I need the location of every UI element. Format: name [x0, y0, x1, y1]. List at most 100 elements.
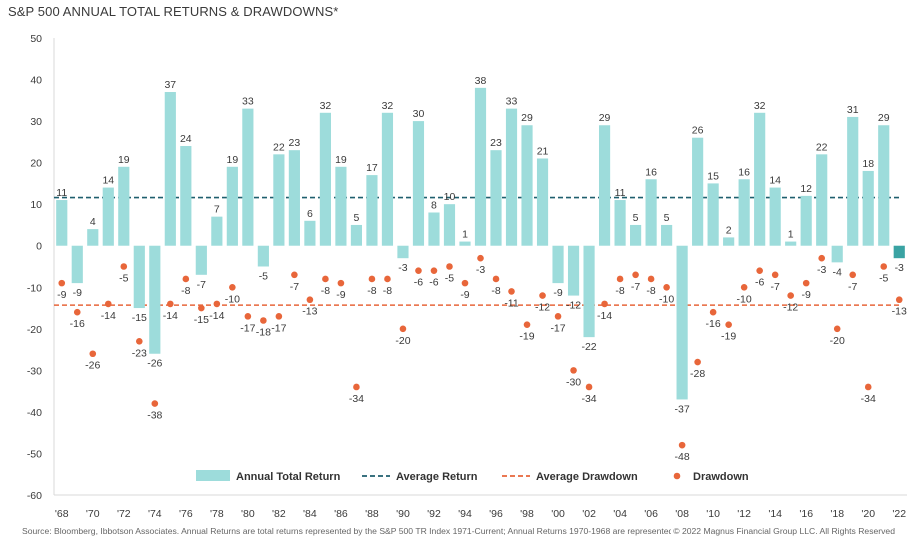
- return-bar: [769, 187, 781, 246]
- return-bar: [536, 158, 549, 246]
- drawdown-point: [384, 275, 391, 283]
- return-bar: [428, 212, 440, 246]
- drawdown-point: [895, 296, 903, 304]
- drawdown-label: -14: [163, 310, 178, 322]
- return-label: 19: [227, 154, 239, 166]
- drawdown-label: -8: [615, 285, 624, 297]
- return-bar: [87, 229, 99, 246]
- drawdown-point: [260, 317, 267, 324]
- legend-label-return: Annual Total Return: [236, 471, 341, 483]
- return-bar: [645, 179, 657, 246]
- return-label: 22: [816, 141, 828, 153]
- y-tick-label: -50: [27, 448, 42, 460]
- return-label: 31: [847, 104, 859, 116]
- drawdown-point: [833, 325, 841, 333]
- return-label: 12: [800, 183, 812, 195]
- drawdown-label: -23: [132, 347, 147, 359]
- drawdown-label: -9: [336, 289, 345, 301]
- drawdown-point: [663, 283, 670, 291]
- return-label: 38: [475, 75, 487, 87]
- drawdown-label: -7: [290, 281, 299, 293]
- return-label: -7: [197, 279, 206, 291]
- drawdown-point: [694, 358, 701, 366]
- x-tick-label: '70: [86, 508, 100, 520]
- return-label: 4: [90, 216, 96, 228]
- x-tick-label: '82: [272, 508, 286, 520]
- return-bar: [800, 195, 812, 246]
- return-bar: [707, 183, 719, 246]
- drawdown-label: -9: [57, 289, 66, 301]
- return-label: 10: [444, 191, 456, 203]
- return-label: -5: [259, 271, 268, 283]
- drawdown-point: [368, 275, 376, 283]
- y-tick-label: 0: [36, 241, 42, 253]
- return-label: 17: [366, 162, 378, 174]
- return-label: 37: [164, 79, 176, 91]
- drawdown-point: [523, 321, 531, 328]
- return-label: -9: [553, 287, 562, 299]
- drawdown-point: [136, 337, 143, 345]
- drawdown-point: [322, 275, 329, 283]
- drawdown-point: [461, 279, 469, 287]
- drawdown-point: [337, 279, 345, 287]
- x-tick-label: '90: [396, 508, 410, 520]
- drawdown-label: -5: [445, 273, 454, 285]
- drawdown-point: [585, 383, 593, 391]
- drawdown-point: [399, 325, 407, 333]
- return-label: 19: [335, 154, 347, 166]
- x-tick-label: '74: [148, 508, 162, 520]
- return-bar: [118, 166, 130, 246]
- return-bar: [614, 200, 626, 246]
- source-note: Source: Bloomberg, Ibbotson Associates. …: [22, 526, 700, 536]
- drawdown-point: [104, 300, 112, 308]
- drawdown-point: [446, 263, 453, 270]
- return-bar: [630, 224, 642, 246]
- return-label: 32: [382, 100, 394, 112]
- return-label: 16: [645, 166, 657, 178]
- return-bar: [878, 125, 890, 246]
- drawdown-point: [647, 275, 655, 283]
- return-bar: [71, 245, 83, 284]
- x-tick-label: '78: [210, 508, 224, 520]
- return-bar: [335, 166, 347, 246]
- drawdown-point: [306, 296, 314, 304]
- drawdown-label: -6: [429, 277, 438, 289]
- drawdown-point: [864, 383, 872, 391]
- drawdown-label: -12: [535, 302, 550, 314]
- drawdown-label: -10: [737, 293, 752, 305]
- x-tick-label: '92: [427, 508, 441, 520]
- return-label: 29: [878, 112, 890, 124]
- drawdown-point: [818, 254, 825, 262]
- x-tick-label: '80: [241, 508, 255, 520]
- legend-label-drawdown: Drawdown: [693, 471, 749, 483]
- drawdown-point: [198, 304, 205, 312]
- y-tick-label: 20: [30, 158, 42, 170]
- return-label: -26: [147, 358, 162, 370]
- return-bar: [490, 150, 502, 246]
- return-label: 15: [707, 170, 719, 182]
- return-bar: [754, 112, 766, 246]
- x-tick-label: '06: [644, 508, 658, 520]
- return-label: 23: [289, 137, 301, 149]
- drawdown-point: [477, 254, 484, 262]
- drawdown-label: -34: [861, 393, 876, 405]
- return-bar: [459, 241, 471, 246]
- drawdown-label: -7: [848, 281, 857, 293]
- return-label: 30: [413, 108, 425, 120]
- return-bar: [598, 125, 611, 246]
- x-tick-label: '10: [706, 508, 720, 520]
- drawdown-point: [508, 288, 515, 295]
- return-bar: [676, 245, 688, 400]
- drawdown-label: -17: [550, 322, 565, 334]
- drawdown-point: [802, 279, 810, 287]
- drawdown-label: -20: [395, 335, 410, 347]
- legend-swatch-drawdown: [673, 472, 681, 480]
- legend-label-avg-return: Average Return: [396, 471, 478, 483]
- x-tick-label: '20: [861, 508, 875, 520]
- return-label: 1: [788, 229, 794, 241]
- return-bar: [723, 237, 735, 246]
- drawdown-label: -16: [706, 318, 721, 330]
- drawdown-label: -13: [892, 306, 907, 318]
- return-label: 18: [862, 158, 874, 170]
